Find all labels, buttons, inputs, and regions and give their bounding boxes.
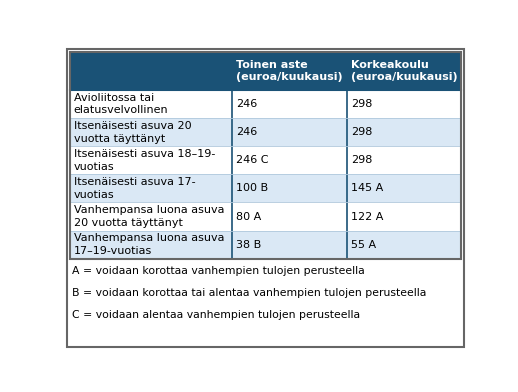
Bar — [232, 174, 347, 203]
Text: 100 B: 100 B — [236, 183, 268, 194]
Text: B = voidaan korottaa tai alentaa vanhempien tulojen perusteella: B = voidaan korottaa tai alentaa vanhemp… — [71, 288, 426, 298]
Text: 298: 298 — [351, 99, 372, 109]
Text: Itsenäisesti asuva 17-
vuotias: Itsenäisesti asuva 17- vuotias — [74, 177, 195, 200]
Text: 80 A: 80 A — [236, 212, 262, 221]
Text: Toinen aste
(euroa/kuukausi): Toinen aste (euroa/kuukausi) — [236, 60, 343, 82]
Bar — [69, 90, 232, 118]
Text: 246 C: 246 C — [236, 155, 269, 165]
Bar — [69, 118, 232, 146]
Text: C = voidaan alentaa vanhempien tulojen perusteella: C = voidaan alentaa vanhempien tulojen p… — [71, 310, 359, 319]
Text: Vanhempansa luona asuva
20 vuotta täyttänyt: Vanhempansa luona asuva 20 vuotta täyttä… — [74, 205, 224, 228]
Text: Itsenäisesti asuva 18–19-
vuotias: Itsenäisesti asuva 18–19- vuotias — [74, 149, 215, 172]
Bar — [69, 146, 232, 174]
Text: Vanhempansa luona asuva
17–19-vuotias: Vanhempansa luona asuva 17–19-vuotias — [74, 233, 224, 256]
Text: Itsenäisesti asuva 20
vuotta täyttänyt: Itsenäisesti asuva 20 vuotta täyttänyt — [74, 121, 191, 143]
Text: 38 B: 38 B — [236, 240, 262, 250]
Bar — [69, 203, 232, 230]
Bar — [69, 174, 232, 203]
Text: Avioliitossa tai
elatusvelvollinen: Avioliitossa tai elatusvelvollinen — [74, 93, 168, 115]
Bar — [232, 118, 347, 146]
Text: 55 A: 55 A — [351, 240, 376, 250]
Bar — [347, 174, 462, 203]
Bar — [347, 230, 462, 259]
Bar — [347, 203, 462, 230]
Text: 246: 246 — [236, 99, 257, 109]
Text: 298: 298 — [351, 155, 372, 165]
Bar — [232, 90, 347, 118]
Bar — [347, 118, 462, 146]
Bar — [69, 230, 232, 259]
Text: 298: 298 — [351, 127, 372, 137]
Bar — [232, 146, 347, 174]
Bar — [347, 90, 462, 118]
Text: 246: 246 — [236, 127, 257, 137]
Text: 145 A: 145 A — [351, 183, 383, 194]
Text: A = voidaan korottaa vanhempien tulojen perusteella: A = voidaan korottaa vanhempien tulojen … — [71, 266, 364, 276]
Text: 122 A: 122 A — [351, 212, 383, 221]
Bar — [347, 52, 462, 90]
Bar — [347, 146, 462, 174]
Text: Korkeakoulu
(euroa/kuukausi): Korkeakoulu (euroa/kuukausi) — [351, 60, 457, 82]
Bar — [232, 203, 347, 230]
Bar — [232, 52, 347, 90]
Bar — [69, 52, 462, 259]
Bar — [69, 52, 232, 90]
Bar — [232, 230, 347, 259]
